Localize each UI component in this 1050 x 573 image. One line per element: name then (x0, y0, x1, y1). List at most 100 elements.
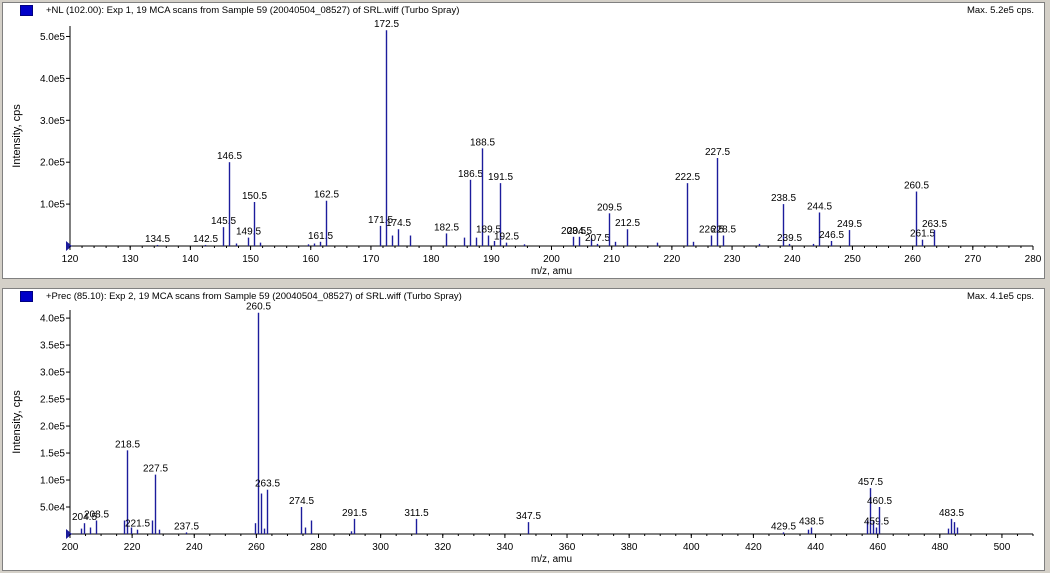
pane-title: +NL (102.00): Exp 1, 19 MCA scans from S… (46, 5, 460, 16)
x-tick-label: 420 (745, 542, 762, 553)
peak-label: 191.5 (488, 172, 513, 183)
max-intensity: Max. 4.1e5 cps. (966, 291, 1034, 302)
peak-label: 460.5 (867, 496, 892, 507)
peak-label: 171.5 (368, 215, 393, 226)
peak-label: 209.5 (597, 202, 622, 213)
y-tick-label: 3.0e5 (40, 368, 65, 379)
peak-label: 429.5 (771, 521, 796, 532)
max-intensity: Max. 5.2e5 cps. (966, 5, 1034, 16)
spectrum-pane-prec[interactable]: +Prec (85.10): Exp 2, 19 MCA scans from … (2, 288, 1045, 571)
x-tick-label: 200 (62, 542, 79, 553)
peak-label: 244.5 (807, 201, 832, 212)
x-tick-label: 460 (869, 542, 886, 553)
x-axis-title: m/z, amu (531, 266, 572, 277)
trace-color-icon[interactable] (20, 5, 33, 16)
y-tick-label: 1.0e5 (40, 200, 65, 211)
y-tick-label: 2.0e5 (40, 422, 65, 433)
trace-color-icon[interactable] (20, 291, 33, 302)
peak-label: 226.5 (699, 225, 724, 236)
x-tick-label: 160 (302, 254, 319, 265)
x-tick-label: 480 (931, 542, 948, 553)
x-tick-label: 300 (372, 542, 389, 553)
mass-spectrum-chart-prec[interactable]: 5.0e4 1.0e5 1.5e5 2.0e5 2.5e5 3.0e5 3.5e5 4.0e5… (3, 289, 1044, 570)
x-tick-label: 130 (122, 254, 139, 265)
peak-label: 347.5 (516, 511, 541, 522)
peak-label: 145.5 (211, 216, 236, 227)
peak-label: 263.5 (255, 479, 280, 490)
peak-label: 182.5 (434, 222, 459, 233)
x-tick-label: 250 (844, 254, 861, 265)
peak-label: 146.5 (217, 151, 242, 162)
spectrum-pane-nl[interactable]: +NL (102.00): Exp 1, 19 MCA scans from S… (2, 2, 1045, 279)
x-tick-label: 120 (62, 254, 79, 265)
x-tick-label: 200 (543, 254, 560, 265)
x-tick-label: 240 (784, 254, 801, 265)
y-tick-label: 3.5e5 (40, 341, 65, 352)
y-tick-label: 1.0e5 (40, 476, 65, 487)
x-tick-label: 400 (683, 542, 700, 553)
peak-label: 457.5 (858, 477, 883, 488)
peak-label: 203.5 (561, 226, 586, 237)
x-tick-label: 190 (483, 254, 500, 265)
peak-label: 274.5 (289, 496, 314, 507)
peak-label: 134.5 (145, 234, 170, 245)
peak-label: 227.5 (705, 147, 730, 158)
peak-label: 438.5 (799, 517, 824, 528)
peak-label: 221.5 (125, 519, 150, 530)
x-tick-label: 500 (994, 542, 1011, 553)
y-tick-label: 1.5e5 (40, 449, 65, 460)
peak-label: 161.5 (308, 231, 333, 242)
x-tick-label: 260 (248, 542, 265, 553)
x-tick-label: 220 (664, 254, 681, 265)
peak-label: 260.5 (904, 181, 929, 192)
y-axis-title: Intensity, cps (11, 104, 23, 168)
pane-header: +Prec (85.10): Exp 2, 19 MCA scans from … (3, 289, 1044, 305)
x-tick-label: 380 (621, 542, 638, 553)
peak-label: 459.5 (864, 517, 889, 528)
peak-label: 188.5 (470, 137, 495, 148)
peak-label: 238.5 (771, 193, 796, 204)
peak-label: 237.5 (174, 521, 199, 532)
y-tick-label: 5.0e4 (40, 503, 65, 514)
peak-label: 189.5 (476, 225, 501, 236)
peak-label: 150.5 (242, 191, 267, 202)
peak-label: 239.5 (777, 233, 802, 244)
peak-label: 204.5 (567, 226, 592, 237)
y-tick-label: 5.0e5 (40, 32, 65, 43)
peak-label: 218.5 (115, 439, 140, 450)
peak-label: 142.5 (193, 234, 218, 245)
peak-label: 483.5 (939, 508, 964, 519)
x-tick-label: 210 (603, 254, 620, 265)
peak-label: 204.5 (72, 512, 97, 523)
x-tick-label: 150 (242, 254, 259, 265)
y-tick-label: 4.0e5 (40, 314, 65, 325)
pane-header: +NL (102.00): Exp 1, 19 MCA scans from S… (3, 3, 1044, 19)
x-tick-label: 340 (497, 542, 514, 553)
mass-spectrum-chart-nl[interactable]: 1.0e5 2.0e5 3.0e5 4.0e5 5.0e5 Intensity, cps 1… (3, 3, 1044, 278)
peak-label: 212.5 (615, 218, 640, 229)
peak-label: 186.5 (458, 169, 483, 180)
x-tick-label: 440 (807, 542, 824, 553)
peak-label: 207.5 (585, 233, 610, 244)
y-tick-label: 2.0e5 (40, 158, 65, 169)
peak-label: 246.5 (819, 230, 844, 241)
x-axis-title: m/z, amu (531, 554, 572, 565)
axis-origin-marker-icon (66, 241, 72, 251)
peak-label: 162.5 (314, 190, 339, 201)
peak-label: 174.5 (386, 218, 411, 229)
pane-title: +Prec (85.10): Exp 2, 19 MCA scans from … (46, 291, 462, 302)
x-tick-label: 220 (124, 542, 141, 553)
peak-label: 291.5 (342, 508, 367, 519)
y-tick-label: 3.0e5 (40, 116, 65, 127)
axis-origin-marker-icon (66, 529, 72, 539)
peak-label: 192.5 (494, 232, 519, 243)
peak-label: 228.5 (711, 225, 736, 236)
peak-label: 172.5 (374, 19, 399, 30)
x-tick-label: 360 (559, 542, 576, 553)
y-tick-label: 4.0e5 (40, 74, 65, 85)
x-tick-label: 140 (182, 254, 199, 265)
x-tick-label: 260 (904, 254, 921, 265)
y-tick-label: 2.5e5 (40, 395, 65, 406)
peak-label: 208.5 (84, 510, 109, 521)
x-tick-label: 320 (434, 542, 451, 553)
